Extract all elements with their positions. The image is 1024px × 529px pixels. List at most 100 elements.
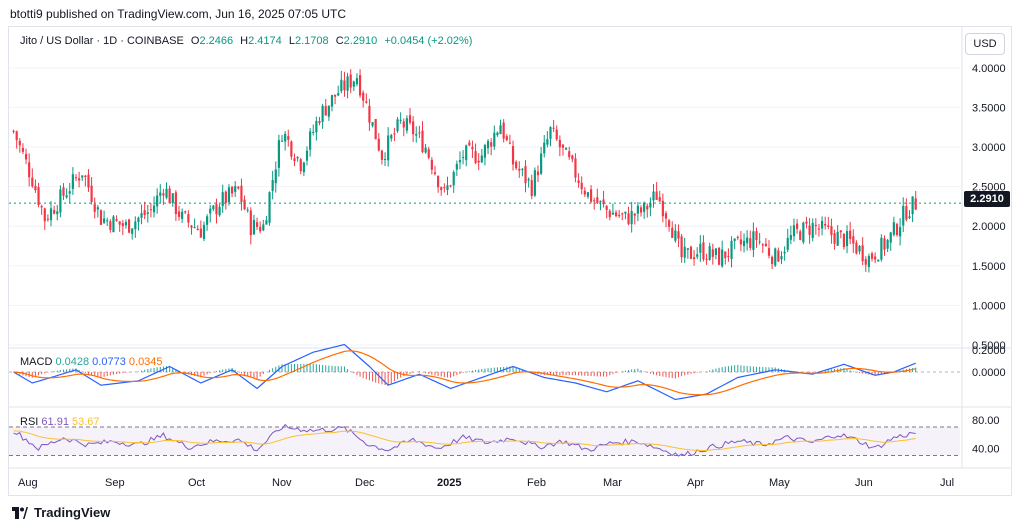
candle-body: [412, 121, 415, 135]
candle-body: [421, 130, 424, 153]
candle-body: [343, 80, 346, 91]
candle-body: [639, 207, 643, 213]
price-tick-label: 1.5000: [972, 261, 1006, 273]
candle-body: [140, 213, 143, 218]
candle-body: [371, 122, 374, 126]
candle-body: [549, 127, 552, 139]
candle-body: [405, 118, 408, 131]
candle-body: [643, 202, 646, 212]
candle-body: [418, 132, 421, 134]
candle-body: [605, 205, 608, 210]
candle-body: [867, 256, 870, 268]
candle-body: [396, 119, 399, 132]
candle-body: [218, 206, 221, 216]
candle-body: [383, 158, 387, 160]
candle-body: [521, 168, 524, 170]
candle-body: [446, 185, 449, 191]
candle-body: [752, 231, 755, 250]
time-tick-label: May: [769, 477, 790, 489]
candle-body: [333, 94, 337, 97]
candle-body: [380, 150, 384, 160]
candle-body: [240, 185, 243, 202]
candle-body: [124, 221, 128, 226]
candle-body: [771, 256, 774, 265]
candle-body: [877, 259, 880, 262]
candle-body: [102, 218, 106, 223]
candle-body: [814, 224, 817, 227]
candle-body: [565, 148, 568, 150]
candle-body: [580, 182, 583, 190]
candle-body: [90, 185, 93, 202]
candle-body: [661, 200, 664, 217]
candle-body: [555, 129, 558, 140]
candle-body: [483, 145, 487, 158]
candle-body: [767, 248, 771, 256]
candle-body: [149, 209, 153, 211]
candle-body: [296, 157, 299, 159]
candle-body: [761, 244, 764, 246]
price-tick-label: 3.0000: [972, 142, 1006, 154]
candle-body: [668, 220, 671, 227]
candle-body: [596, 197, 599, 203]
rsi-line: [13, 423, 916, 457]
candle-body: [87, 174, 90, 188]
candlestick-series: [9, 69, 962, 273]
candle-body: [455, 163, 458, 170]
candle-body: [583, 190, 586, 195]
candle-body: [284, 133, 287, 142]
candle-body: [115, 219, 118, 221]
candle-body: [299, 159, 302, 172]
currency-selector[interactable]: USD: [965, 33, 1005, 55]
candle-body: [496, 132, 499, 136]
candle-body: [121, 223, 124, 227]
macd-tick-label: 0.0000: [972, 367, 1006, 379]
price-tick-label: 3.5000: [972, 102, 1006, 114]
candle-body: [399, 119, 402, 121]
candle-body: [636, 205, 639, 214]
time-tick-label: Mar: [603, 477, 622, 489]
candle-body: [621, 213, 624, 215]
candle-body: [786, 237, 789, 250]
macd-hist-value: 0.0428: [55, 356, 90, 368]
candle-body: [546, 139, 549, 145]
candle-body: [633, 213, 636, 216]
candle-body: [465, 145, 468, 161]
footer-brand[interactable]: TradingView: [12, 505, 110, 520]
candle-body: [312, 131, 315, 133]
candle-body: [65, 195, 68, 198]
symbol-legend: Jito / US Dollar · 1D · COINBASE O2.2466…: [20, 35, 472, 47]
candle-body: [24, 153, 28, 160]
candle-body: [249, 210, 252, 236]
candle-body: [577, 180, 580, 184]
low-value: 2.1708: [294, 35, 329, 47]
candle-body: [874, 256, 877, 260]
candle-body: [502, 122, 505, 139]
candle-body: [74, 177, 78, 179]
candle-body: [721, 249, 724, 267]
candle-body: [680, 236, 683, 258]
candle-body: [646, 205, 649, 210]
candle-body: [355, 78, 359, 85]
candle-body: [839, 230, 842, 233]
candle-body: [908, 216, 911, 219]
time-tick-label: Jul: [940, 477, 954, 489]
candle-body: [799, 231, 802, 240]
candle-body: [390, 135, 393, 139]
candle-body: [892, 222, 895, 235]
price-tick-label: 4.0000: [972, 63, 1006, 75]
macd-label: MACD: [20, 356, 53, 368]
candle-body: [477, 160, 480, 163]
candle-body: [99, 210, 103, 225]
candle-body: [21, 147, 25, 152]
low-label: L: [288, 35, 295, 47]
candle-body: [12, 130, 15, 132]
candle-body: [714, 248, 718, 255]
candle-body: [692, 257, 696, 260]
time-tick-label: Oct: [188, 477, 205, 489]
candle-body: [368, 105, 371, 123]
candle-body: [895, 224, 899, 235]
candle-body: [805, 221, 808, 224]
candle-body: [824, 223, 827, 226]
candle-body: [696, 254, 699, 257]
